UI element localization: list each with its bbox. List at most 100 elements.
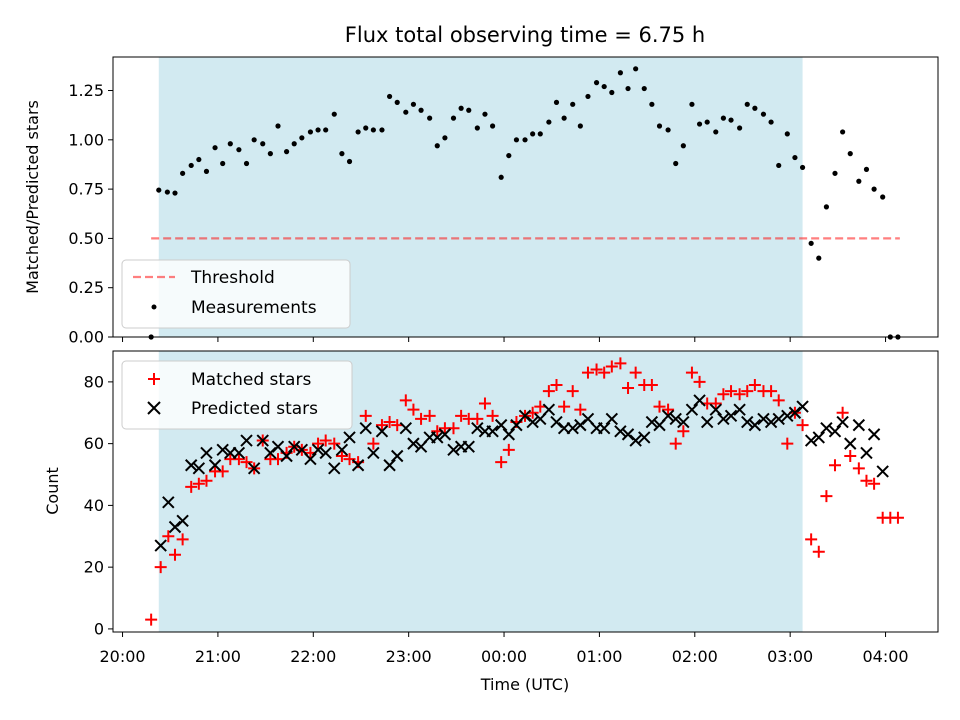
legend-measurements-swatch: [151, 304, 157, 310]
measurement-point: [307, 129, 314, 135]
predicted-star-point: [232, 446, 246, 460]
predicted-star-point: [741, 415, 754, 429]
matched-star-point: [574, 403, 587, 416]
matched-star-point: [820, 490, 833, 503]
matched-star-point: [168, 548, 181, 561]
predicted-star-point: [876, 465, 889, 478]
measurement-point: [649, 101, 655, 107]
matched-star-point: [622, 382, 635, 395]
matched-star-point: [486, 409, 499, 422]
predicted-star-point: [621, 428, 635, 441]
measurement-point: [394, 99, 400, 105]
measurement-points: [148, 66, 901, 340]
measurement-point: [561, 115, 567, 121]
measurement-point: [641, 85, 647, 92]
predicted-star-point: [264, 446, 277, 460]
measurement-point: [220, 160, 226, 167]
matched-star-point: [471, 412, 484, 425]
measurement-point: [283, 149, 290, 155]
measurement-point: [410, 101, 417, 107]
measurement-point: [680, 143, 686, 149]
predicted-star-point: [788, 406, 802, 419]
predicted-star-point: [247, 462, 261, 475]
matched-star-point: [272, 453, 284, 466]
matched-star-point: [478, 397, 491, 410]
matched-star-point: [868, 477, 881, 490]
matched-star-point: [836, 406, 849, 419]
measurement-point: [840, 129, 846, 135]
y-tick-label: 0.75: [68, 180, 104, 199]
x-tick-label: 23:00: [386, 647, 432, 666]
predicted-star-point: [709, 403, 722, 416]
measurement-point: [386, 93, 393, 100]
predicted-star-point: [733, 403, 746, 416]
measurement-point: [880, 194, 886, 200]
measurement-point: [856, 178, 862, 184]
predicted-star-point: [860, 446, 873, 460]
measurement-point: [760, 111, 767, 117]
predicted-star-point: [391, 449, 404, 463]
predicted-star-point: [645, 415, 659, 429]
predicted-star-point: [154, 539, 167, 552]
measurement-point: [291, 141, 297, 147]
measurement-point: [585, 93, 591, 100]
matched-star-point: [844, 449, 857, 462]
predicted-star-point: [669, 412, 682, 426]
predicted-star-point: [518, 409, 532, 423]
predicted-star-point: [772, 412, 785, 426]
matched-star-point: [581, 366, 594, 379]
predicted-star-point: [820, 421, 833, 435]
measurement-point: [522, 137, 528, 143]
measurement-point: [418, 107, 424, 113]
predicted-star-point: [677, 415, 690, 429]
matched-star-point: [590, 363, 603, 376]
matched-star-point: [645, 378, 658, 391]
measurement-point: [737, 125, 743, 131]
measurement-point: [346, 158, 353, 165]
x-tick-label: 22:00: [290, 647, 336, 666]
x-tick-label: 03:00: [767, 647, 813, 666]
predicted-star-point: [319, 446, 332, 460]
predicted-star-point: [724, 409, 738, 423]
measurement-point: [164, 189, 170, 195]
measurement-point: [577, 123, 583, 129]
bottom-plot-frame: [112, 350, 939, 633]
measurement-point: [513, 137, 520, 143]
measurement-point: [768, 119, 774, 125]
top-y-axis: 0.00 0.25 0.50 0.75 1.00 1.25: [68, 81, 113, 347]
predicted-star-point: [176, 514, 189, 528]
x-tick-label: 20:00: [99, 647, 145, 666]
y-tick-label: 0.25: [68, 278, 104, 297]
measurement-point: [188, 162, 194, 169]
predicted-star-point: [216, 443, 229, 457]
measurement-point: [363, 125, 369, 131]
measurement-point: [489, 123, 496, 129]
measurement-point: [275, 123, 281, 129]
matched-star-point: [677, 425, 690, 438]
predicted-star-point: [407, 437, 420, 450]
predicted-star-point: [200, 446, 213, 460]
measurement-point: [871, 186, 877, 192]
measurement-point: [720, 115, 727, 121]
measurement-point: [689, 101, 695, 107]
matched-star-point: [812, 545, 825, 558]
predicted-star-point: [486, 425, 499, 438]
predicted-star-point: [280, 449, 293, 463]
matched-star-point: [407, 403, 420, 416]
top-plot-frame: [112, 56, 939, 338]
measurement-point: [863, 166, 870, 172]
measurement-point: [355, 129, 361, 135]
matched-star-point: [796, 419, 809, 432]
predicted-star-point: [804, 434, 818, 447]
predicted-star-point: [844, 437, 857, 450]
matched-star-point: [748, 378, 761, 391]
matched-star-point: [232, 453, 245, 466]
matched-star-point: [502, 443, 515, 456]
predicted-star-point: [192, 462, 206, 475]
matched-star-point: [312, 437, 325, 450]
measurement-point: [776, 162, 782, 169]
predicted-stars-points: [154, 394, 889, 552]
predicted-star-point: [367, 446, 380, 460]
predicted-star-point: [375, 425, 389, 438]
predicted-star-point: [240, 434, 253, 447]
